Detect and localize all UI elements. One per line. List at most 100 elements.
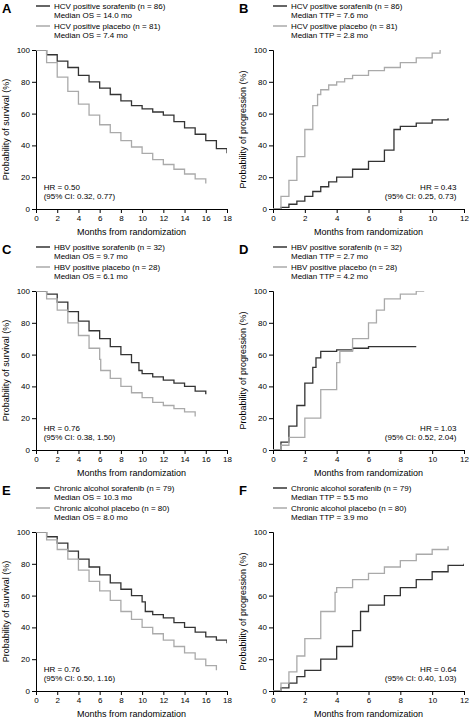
tick: 4	[335, 450, 340, 464]
tick-mark	[227, 691, 228, 695]
series-group	[273, 546, 464, 691]
tick: 6	[367, 450, 372, 464]
series-group	[36, 50, 227, 184]
axis: 024681012	[271, 450, 469, 464]
tick-mark	[32, 355, 36, 356]
tick-mark	[100, 209, 101, 213]
x-axis-title: Months from randomization	[77, 227, 186, 237]
tick: 16	[202, 691, 211, 705]
annotation-line: (95% CI: 0.52, 2.04)	[385, 433, 457, 442]
tick: 0	[34, 209, 39, 223]
tick-label: 8	[119, 696, 124, 705]
tick: 0	[271, 450, 276, 464]
tick-label: 80	[21, 78, 30, 87]
axis-line	[269, 533, 274, 692]
tick-mark	[432, 691, 433, 695]
legend-note: Median TTP = 2.8 mo	[291, 31, 368, 40]
tick-mark	[32, 596, 36, 597]
tick: 10	[428, 691, 437, 705]
axis-line	[37, 692, 228, 696]
tick-label: 60	[21, 351, 30, 360]
legend-entry: HBV positive sorafenib (n = 32)	[291, 243, 402, 252]
tick: 8	[119, 691, 124, 705]
panel-label: D	[239, 242, 248, 257]
legend-swatch	[273, 487, 287, 489]
tick: 12	[159, 209, 168, 223]
tick-label: 60	[21, 592, 30, 601]
panel-label: F	[239, 483, 247, 498]
tick: 80	[258, 78, 273, 87]
annotation-line: HR = 0.76	[44, 665, 81, 674]
tick-label: 0	[26, 446, 31, 455]
tick-mark	[142, 691, 143, 695]
tick-label: 0	[34, 696, 39, 705]
tick-label: 12	[460, 214, 469, 223]
tick: 20	[258, 655, 273, 664]
tick: 2	[55, 691, 60, 705]
tick: 4	[77, 209, 82, 223]
tick-mark	[206, 450, 207, 454]
tick: 16	[202, 209, 211, 223]
annotations: HR = 0.76(95% CI: 0.50, 1.16)	[44, 665, 116, 683]
tick-label: 6	[367, 696, 372, 705]
tick: 40	[258, 141, 273, 150]
tick: 60	[258, 592, 273, 601]
tick-label: 2	[55, 214, 60, 223]
tick-label: 40	[258, 141, 267, 150]
tick-mark	[121, 450, 122, 454]
tick: 4	[335, 209, 340, 223]
annotation-line: (95% CI: 0.40, 1.03)	[385, 674, 457, 683]
tick-mark	[185, 450, 186, 454]
panel-label: C	[2, 242, 12, 257]
axis: 024681012141618	[34, 450, 232, 464]
x-axis-title: Months from randomization	[77, 709, 186, 719]
tick: 40	[258, 382, 273, 391]
tick-mark	[432, 209, 433, 213]
legend-swatch	[36, 25, 50, 27]
axis-line	[269, 292, 274, 451]
legend-entry: Chronic alcohol placebo (n = 80)	[54, 504, 170, 513]
annotation: HR = 0.76(95% CI: 0.50, 1.16)	[44, 665, 116, 683]
annotation-line: HR = 0.43	[420, 183, 457, 192]
tick-label: 4	[77, 214, 82, 223]
tick: 40	[21, 623, 36, 632]
tick: 60	[21, 110, 36, 119]
annotation-line: (95% CI: 0.25, 0.73)	[385, 192, 457, 201]
tick: 60	[21, 351, 36, 360]
tick-mark	[185, 691, 186, 695]
annotations: HR = 1.03(95% CI: 0.52, 2.04)	[385, 424, 457, 442]
tick-label: 16	[202, 214, 211, 223]
axis-line	[37, 451, 228, 455]
tick-mark	[32, 177, 36, 178]
tick: 10	[138, 450, 147, 464]
tick-mark	[32, 418, 36, 419]
annotation: HR = 1.03(95% CI: 0.52, 2.04)	[385, 424, 457, 442]
panel: BHCV positive sorafenib (n = 86)Median T…	[238, 1, 469, 237]
tick-label: 16	[202, 455, 211, 464]
tick: 20	[258, 414, 273, 423]
tick-mark	[121, 691, 122, 695]
panel-label: A	[2, 1, 12, 16]
axis-line	[274, 210, 465, 214]
tick-mark	[32, 114, 36, 115]
axis: 024681012	[271, 691, 469, 705]
tick: 40	[21, 141, 36, 150]
legend-swatch	[36, 507, 50, 509]
axis-line	[32, 533, 37, 692]
tick-label: 100	[254, 287, 268, 296]
legend-note: Median OS = 14.0 mo	[54, 11, 133, 20]
tick: 0	[26, 687, 36, 696]
tick-mark	[227, 450, 228, 454]
legend: Chronic alcohol sorafenib (n = 79)Median…	[273, 484, 412, 522]
series-group	[36, 291, 206, 417]
axis-line	[274, 692, 465, 696]
tick: 0	[26, 446, 36, 455]
km-curve	[273, 50, 440, 209]
tick-mark	[100, 450, 101, 454]
legend-swatch	[36, 246, 50, 248]
legend-note: Median TTP = 4.2 mo	[291, 272, 368, 281]
tick-label: 6	[98, 696, 103, 705]
tick-label: 8	[119, 214, 124, 223]
tick-label: 6	[367, 455, 372, 464]
tick-mark	[32, 323, 36, 324]
